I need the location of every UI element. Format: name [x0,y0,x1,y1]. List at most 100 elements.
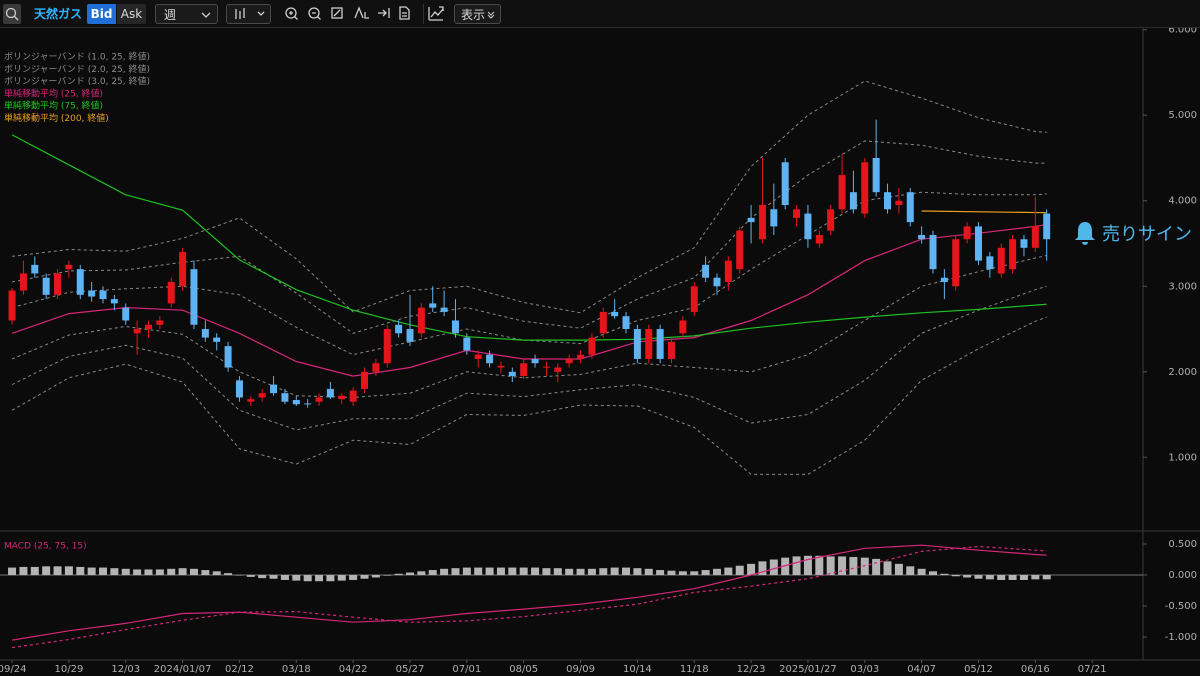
histogram-bar [224,573,233,576]
display-dropdown[interactable]: 表示 [454,4,501,24]
y-tick-label: 0.000 [1168,570,1197,581]
candle-body [974,226,982,261]
candle-body [565,358,573,364]
ask-button[interactable]: Ask [117,4,146,24]
candle-body [179,252,187,287]
candle-body [611,311,619,317]
candle-body [281,393,289,402]
histogram-bar [803,555,812,576]
x-tick-label: 09/24 [0,664,26,675]
bid-button[interactable]: Bid [87,4,116,24]
tool-icons[interactable] [282,4,412,24]
candle-body [690,286,698,312]
x-tick-label: 2024/01/07 [154,664,212,675]
legend-entry: ボリンジャーバンド (2.0, 25, 終値) [4,63,150,75]
legend-entry: ボリンジャーバンド (3.0, 25, 終値) [4,75,150,87]
y-tick-label: -1.000 [1165,632,1197,643]
histogram-bar [53,566,62,576]
candle-body [167,281,175,304]
chevron [201,12,211,18]
candle-body [872,157,880,193]
histogram-bar [633,568,642,576]
candle-body [542,366,550,368]
candle-body [474,354,482,359]
histogram-bar [405,572,414,576]
histogram-bar [371,575,380,578]
x-tick-label: 2025/01/27 [779,664,837,675]
panel-title: MACD (25, 75, 15) [4,542,87,552]
symbol[interactable]: 天然ガス [34,7,83,21]
histogram-bar [121,568,130,576]
histogram-bar [565,568,574,576]
chart-type-dropdown[interactable] [226,4,271,24]
separator [423,4,424,24]
candle-body [724,260,732,282]
interval-label: 週 [164,8,177,22]
candle-body [1043,213,1051,240]
candle-body [19,273,27,291]
candle-body [486,354,494,364]
histogram-bar [99,567,108,576]
histogram-bar [42,566,51,576]
candle-body [65,264,73,270]
y-tick-label: 3.000 [1168,281,1197,292]
x-tick-label: 03/18 [282,664,311,675]
x-tick-label: 11/18 [680,664,709,675]
candle-body [406,329,414,342]
y-tick-label: 6.000 [1168,25,1197,36]
x-tick-label: 05/12 [964,664,993,675]
histogram-bar [735,565,744,576]
candle-body [133,329,141,334]
histogram-bar [246,575,255,577]
histogram-bar [678,571,687,576]
legend-entry: 単純移動平均 (75, 終値) [4,100,103,112]
candle-body [349,390,357,402]
histogram-bar [144,569,153,576]
histogram-bar [542,568,551,576]
histogram-bar [167,568,176,576]
histogram-bar [940,573,949,576]
x-tick-label: 09/09 [566,664,595,675]
macd-line [12,544,1047,641]
histogram-bar [815,555,824,576]
x-tick-label: 10/29 [54,664,83,675]
candle-body [8,290,16,321]
histogram-bar [917,568,926,576]
candle-body [861,162,869,214]
chevron [487,11,495,19]
histogram-bar [303,575,312,582]
candle-body [804,213,812,240]
x-tick-label: 07/01 [452,664,481,675]
candle-body [838,175,846,210]
histogram-bar [792,556,801,576]
x-tick-label: 04/22 [339,664,368,675]
candle-body [940,277,948,282]
candle-body [1009,239,1017,270]
histogram-bar [428,570,437,576]
candle-body [361,371,369,389]
x-tick-label: 10/14 [623,664,652,675]
histogram-bar [269,575,278,579]
search-button[interactable] [3,4,21,24]
indicator-icon[interactable] [427,4,445,24]
candle-body [963,226,971,240]
candle-body [110,299,118,304]
candle-body [54,273,62,295]
histogram-bar [974,575,983,579]
histogram-bar [747,563,756,576]
histogram-bar [189,568,198,576]
histogram-bar [133,569,142,576]
x-tick-label: 12/03 [111,664,140,675]
candle-body [42,277,50,295]
histogram-bar [724,567,733,576]
histogram-bar [19,566,28,576]
interval-dropdown[interactable]: 週 [155,4,218,24]
sell-signal[interactable]: 売りサイン [1075,222,1192,245]
histogram-bar [985,575,994,580]
legend-entry: 単純移動平均 (200, 終値) [4,112,109,124]
candle-body [508,371,516,377]
histogram-bar [292,575,301,581]
y-tick-label: 5.000 [1168,110,1197,121]
